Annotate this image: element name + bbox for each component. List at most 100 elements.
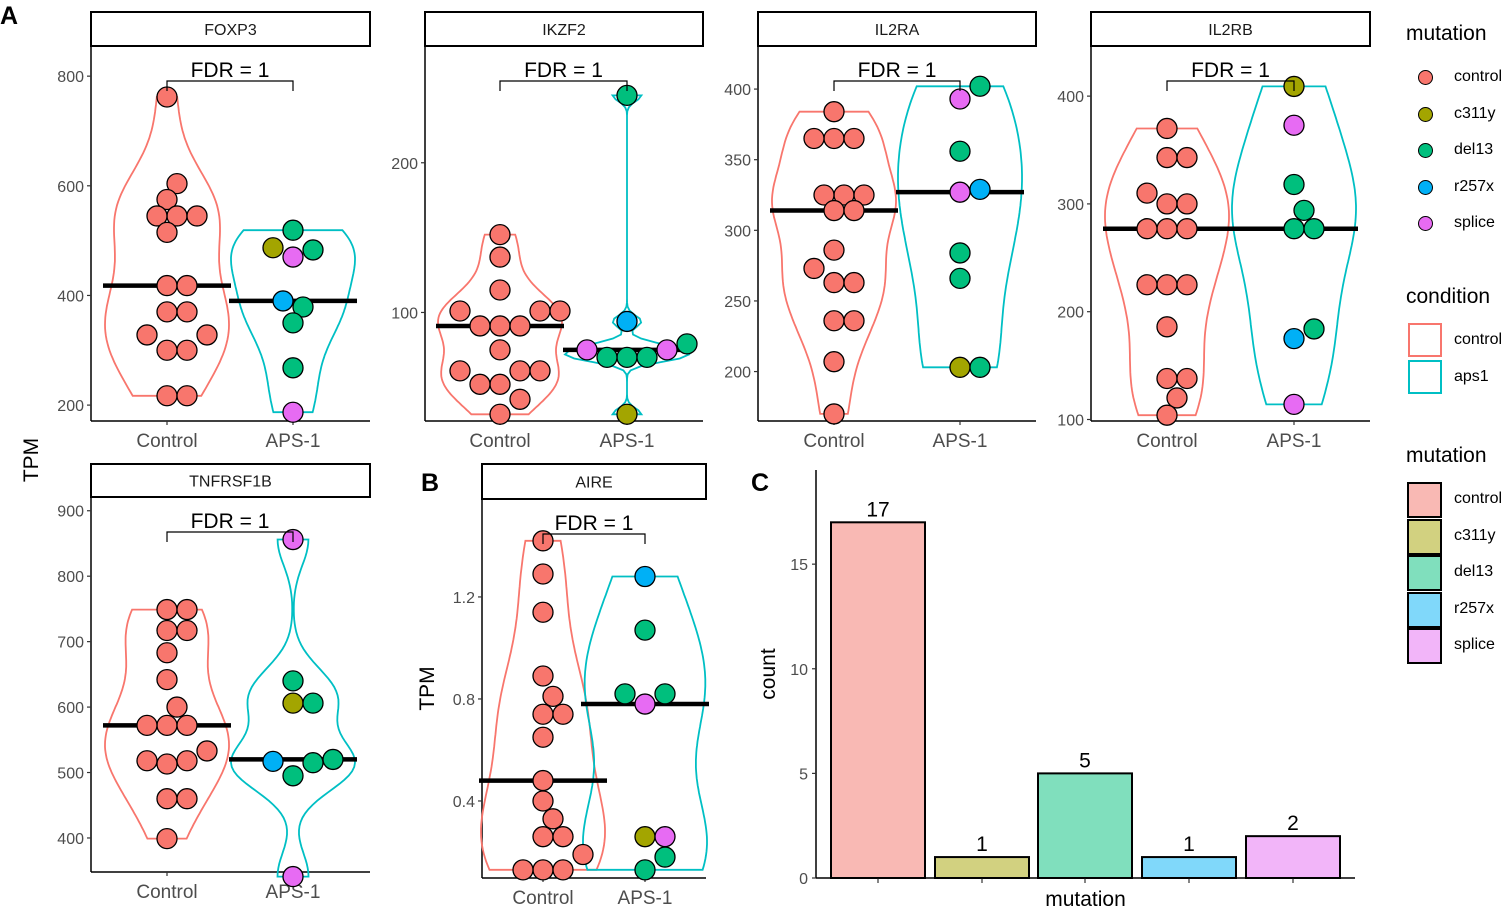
- data-point-control: [176, 619, 198, 642]
- data-point-del13: [634, 859, 656, 881]
- data-point-control: [509, 315, 531, 337]
- data-point-control: [176, 750, 198, 772]
- data-point-c311y: [634, 826, 656, 848]
- legend-item-c311y: c311y: [1406, 97, 1510, 131]
- significance-bracket: [166, 531, 294, 542]
- data-point-del13: [1303, 218, 1325, 240]
- data-point-control: [1176, 274, 1198, 296]
- shared-y-axis-label: TPM: [20, 438, 43, 482]
- data-point-del13: [596, 346, 618, 369]
- data-point-control: [532, 563, 554, 585]
- data-point-control: [156, 301, 178, 323]
- data-point-control: [156, 642, 178, 664]
- y-tick-label: 300: [724, 223, 751, 240]
- data-point-control: [803, 127, 825, 150]
- x-tick-label: APS-1: [618, 888, 673, 908]
- significance-bracket: [499, 80, 628, 91]
- violin-aps1: [230, 538, 356, 878]
- legend-title: condition: [1406, 285, 1491, 308]
- data-point-del13: [302, 752, 324, 774]
- data-point-control: [532, 726, 554, 748]
- data-point-control: [469, 315, 491, 337]
- legend-item-label: splice: [1454, 636, 1495, 654]
- data-point-control: [1176, 218, 1198, 240]
- facet-title: IKZF2: [542, 22, 586, 39]
- data-point-control: [823, 271, 845, 294]
- data-point-control: [532, 601, 554, 623]
- data-point-r257x: [616, 310, 638, 333]
- legend-point-swatch: [1418, 106, 1433, 122]
- data-point-control: [549, 300, 571, 322]
- legend-item-label: control: [1454, 490, 1503, 507]
- x-tick-label: Control: [512, 888, 573, 908]
- x-tick-label: APS-1: [1267, 431, 1322, 452]
- data-point-del13: [282, 765, 304, 787]
- data-point-control: [196, 740, 218, 762]
- fdr-label: FDR = 1: [555, 512, 634, 535]
- data-point-c311y: [282, 692, 304, 714]
- data-point-control: [156, 753, 178, 775]
- x-tick-label: Control: [1136, 431, 1197, 452]
- legend-item-del13: del13: [1406, 133, 1510, 167]
- x-tick-label: APS-1: [933, 431, 988, 452]
- legend-fill-swatch: [1407, 591, 1442, 628]
- bar-value-label: 5: [1079, 749, 1091, 772]
- panel-label-b: B: [421, 469, 439, 497]
- x-tick-label: Control: [136, 431, 197, 452]
- data-point-control: [529, 300, 551, 322]
- bar-value-label: 2: [1287, 812, 1299, 835]
- data-point-control: [1156, 404, 1178, 426]
- bar-splice: [1245, 835, 1341, 880]
- y-tick-label: 200: [1057, 305, 1084, 322]
- data-point-control: [1136, 182, 1158, 204]
- y-tick-label: 5: [799, 766, 808, 783]
- legend-item-label: del13: [1454, 141, 1494, 159]
- data-point-c311y: [262, 237, 284, 259]
- legend-item-label: c311y: [1454, 104, 1496, 122]
- y-tick-label: 200: [57, 398, 84, 415]
- y-tick-label: 100: [391, 305, 418, 322]
- y-tick-label: 800: [57, 69, 84, 86]
- violin-panel-ikzf2: IKZF2 100 200 Control APS-1 FDR = 1: [391, 11, 704, 452]
- data-point-control: [156, 827, 178, 850]
- legend-item-label: control: [1454, 331, 1503, 348]
- data-point-control: [813, 184, 835, 206]
- legend-title: mutation: [1406, 22, 1487, 45]
- data-point-del13: [302, 692, 324, 714]
- data-point-control: [823, 403, 845, 425]
- data-point-control: [489, 246, 511, 268]
- data-point-control: [532, 769, 554, 792]
- data-point-control: [176, 385, 198, 407]
- legend-point-swatch: [1418, 70, 1433, 85]
- data-point-control: [1176, 193, 1198, 215]
- data-point-control: [146, 205, 168, 227]
- data-point-splice: [282, 246, 304, 268]
- violin-aps1: [897, 85, 1023, 369]
- legend-fill-swatch: [1407, 518, 1442, 555]
- data-point-control: [156, 188, 178, 211]
- data-point-control: [1136, 218, 1158, 240]
- facet-strip: [1090, 11, 1371, 47]
- data-point-del13: [1293, 199, 1315, 222]
- data-point-splice: [1283, 114, 1305, 136]
- violin-panel-tnfrsf1b: TNFRSF1B 400 500 600 700 800 900 Control APS-1 FD…: [57, 463, 371, 903]
- facet-title: AIRE: [575, 475, 612, 492]
- data-point-r257x: [969, 178, 991, 201]
- data-point-splice: [576, 339, 598, 361]
- legend-item-label: c311y: [1454, 526, 1496, 544]
- data-point-control: [449, 300, 471, 322]
- facet-strip: [481, 463, 707, 500]
- y-tick-label: 500: [57, 766, 84, 783]
- legend-point-swatch: [1418, 179, 1433, 195]
- data-point-del13: [302, 239, 324, 261]
- data-point-r257x: [1283, 327, 1305, 350]
- y-axis-label: count: [757, 648, 780, 700]
- violin-aps1: [563, 94, 691, 416]
- data-point-del13: [282, 357, 304, 379]
- data-point-control: [843, 271, 865, 294]
- data-point-control: [196, 324, 218, 346]
- bar-value-label: 17: [866, 498, 889, 521]
- y-tick-label: 600: [57, 179, 84, 196]
- data-point-del13: [654, 683, 676, 705]
- violin-aps1: [230, 229, 356, 414]
